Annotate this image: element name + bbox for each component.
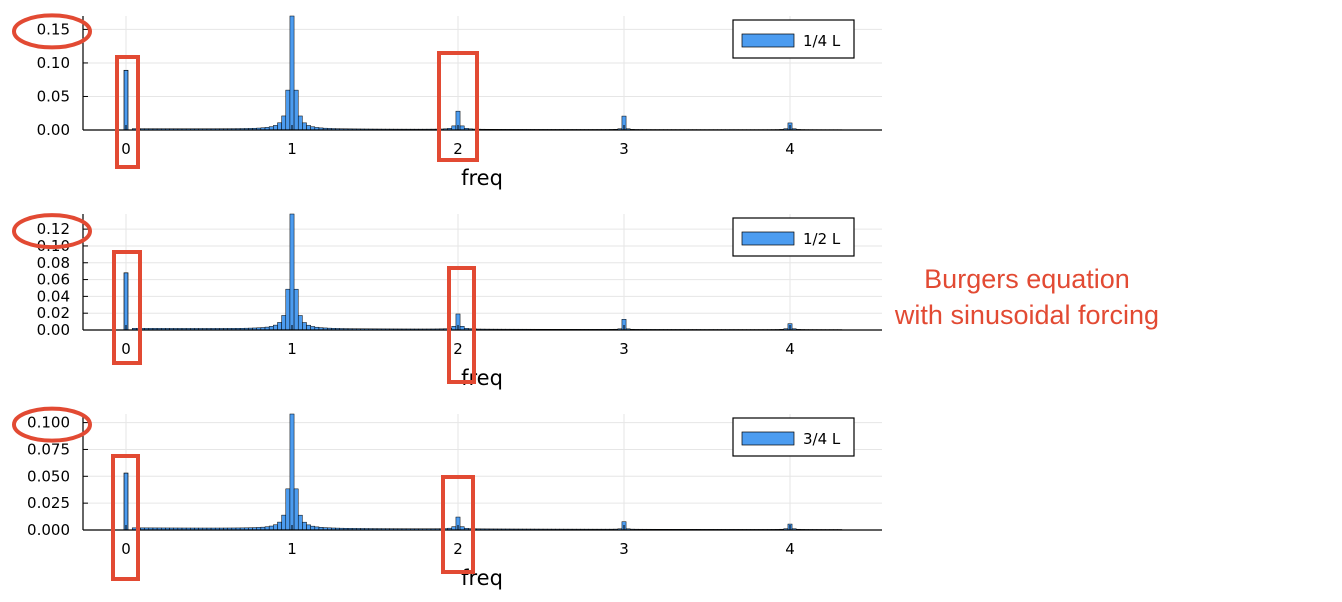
bar [306,324,311,331]
x-tick-label: 4 [785,540,795,558]
bar [306,524,311,531]
x-tick-label: 3 [619,140,629,158]
bar [277,322,282,331]
bar [293,488,299,531]
bar [273,324,278,331]
legend-label: 1/2 L [803,230,841,248]
y-tick-label: 0.12 [37,220,70,238]
highlight-box-freq-0 [115,55,140,169]
highlight-ellipse [12,213,92,250]
bar [297,514,303,531]
y-tick-label: 0.050 [27,467,70,485]
x-tick-label: 2 [453,140,463,158]
bar [297,115,303,131]
x-tick-label: 2 [453,540,463,558]
bar [302,521,307,531]
y-tick-label: 0.15 [37,20,70,38]
bar [289,413,295,531]
bar-freq-0 [123,272,129,331]
x-tick-label: 3 [619,540,629,558]
x-tick-label: 0 [121,140,131,158]
subplot-3: 0.000 0.025 0.050 0.075 0.100 0 1 2 3 4 freq 3/4 L [12,406,882,590]
y-tick-label: 0.02 [37,304,70,322]
y-tick-label: 0.00 [37,121,70,139]
x-tick-label: 1 [287,540,297,558]
x-axis-label: freq [461,566,503,590]
bar [302,122,307,131]
highlights [12,213,476,384]
y-tick-label: 0.10 [37,54,70,72]
bar [289,15,295,131]
subplot-1: 0.00 0.05 0.10 0.15 0 1 2 3 4 freq 1/4 L [12,13,882,190]
bar [302,322,307,331]
x-axis-label: freq [461,166,503,190]
x-tick-label: 4 [785,140,795,158]
bar-freq-0 [123,69,129,131]
x-axis-label: freq [461,366,503,390]
bar [289,213,295,331]
legend-label: 1/4 L [803,32,841,50]
y-tick-label: 0.05 [37,87,70,105]
highlight-box-freq-0 [111,454,140,581]
highlights [12,406,475,581]
highlight-box-freq-2 [447,266,476,384]
legend-swatch [741,431,795,446]
bar [293,288,299,331]
x-tick-label: 1 [287,340,297,358]
annotation-line-2: with sinusoidal forcing [894,300,1159,330]
bar [285,488,291,531]
legend-label: 3/4 L [803,430,841,448]
legend-swatch [741,231,795,246]
legend-swatch [741,33,795,48]
bar [281,315,287,331]
bar [277,122,282,131]
x-tick-label: 3 [619,340,629,358]
bar [273,125,278,131]
x-tick-label: 2 [453,340,463,358]
highlight-ellipse [12,13,92,50]
y-tick-label: 0.025 [27,494,70,512]
highlight-box-freq-2 [437,51,479,162]
bar [281,115,287,131]
highlight-ellipse [12,406,92,443]
bar [293,89,299,131]
y-tick-label: 0.00 [37,321,70,339]
x-tick-label: 1 [287,140,297,158]
bar-freq-0 [123,472,129,531]
subplot-2: 0.000.020.040.060.080.100.120 1 2 3 4freq1/2… [12,213,882,390]
annotation: Burgers equation with sinusoidal forcing [894,264,1159,330]
bar [451,125,457,131]
x-tick-label: 0 [121,540,131,558]
bar [459,125,465,131]
legend: 1/2 L [732,217,855,257]
bar [277,521,282,531]
bar [273,524,278,531]
y-tick-label: 0.100 [27,414,70,432]
highlights [12,13,479,169]
bar [281,514,287,531]
y-tick-label: 0.08 [37,254,70,272]
highlight-box-freq-2 [441,475,475,574]
y-tick-label: 0.000 [27,521,70,539]
annotation-line-1: Burgers equation [924,264,1130,294]
legend: 1/4 L [732,19,855,59]
bar [297,315,303,331]
y-tick-label: 0.075 [27,440,70,458]
y-tick-label: 0.04 [37,287,70,305]
bar [306,125,311,131]
y-tick-label: 0.06 [37,271,70,289]
x-tick-label: 4 [785,340,795,358]
bar [285,89,291,131]
highlight-box-freq-0 [112,250,142,365]
x-tick-label: 0 [121,340,131,358]
legend: 3/4 L [732,417,855,457]
bar [285,288,291,331]
